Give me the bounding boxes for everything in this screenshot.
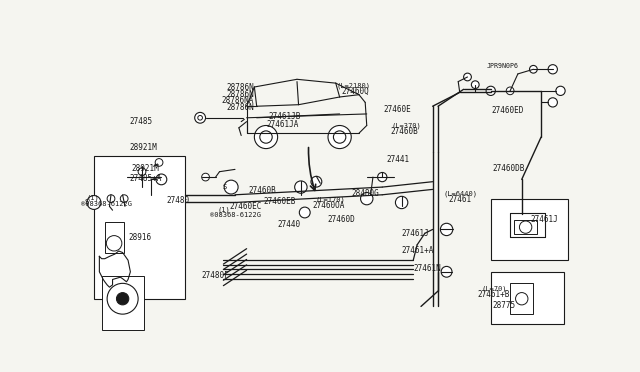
Circle shape	[441, 266, 452, 277]
Circle shape	[472, 81, 479, 89]
Circle shape	[440, 223, 452, 235]
Bar	[491, 272, 564, 324]
Text: 27485+A: 27485+A	[129, 174, 162, 183]
Text: 28921M: 28921M	[129, 143, 157, 152]
Circle shape	[548, 98, 557, 107]
Circle shape	[116, 293, 129, 305]
Circle shape	[138, 168, 146, 176]
Text: (L=370): (L=370)	[392, 122, 421, 129]
Circle shape	[396, 196, 408, 209]
Circle shape	[360, 192, 373, 205]
Text: (1): (1)	[87, 195, 100, 201]
Circle shape	[260, 131, 272, 143]
Text: ®08368-6122G: ®08368-6122G	[210, 212, 261, 218]
Circle shape	[120, 195, 128, 202]
Circle shape	[506, 87, 514, 95]
Text: 27441: 27441	[387, 155, 410, 164]
Circle shape	[516, 293, 528, 305]
Text: (1): (1)	[218, 206, 230, 212]
Text: 27480: 27480	[167, 196, 190, 205]
Bar	[514, 220, 537, 234]
Circle shape	[294, 181, 307, 193]
Circle shape	[556, 86, 565, 96]
Text: 27460ED: 27460ED	[492, 106, 524, 115]
Bar	[102, 276, 145, 330]
Circle shape	[328, 125, 351, 148]
Text: (L=2180): (L=2180)	[337, 82, 371, 89]
Circle shape	[378, 173, 387, 182]
Circle shape	[106, 235, 122, 251]
Circle shape	[198, 115, 202, 120]
Circle shape	[520, 221, 532, 233]
Circle shape	[202, 173, 209, 181]
Bar	[510, 283, 533, 314]
Text: 27461JB: 27461JB	[269, 112, 301, 121]
Circle shape	[224, 180, 238, 194]
Text: 27461N: 27461N	[413, 264, 441, 273]
Circle shape	[486, 86, 495, 96]
Circle shape	[300, 207, 310, 218]
Circle shape	[87, 196, 101, 209]
Text: (L=70): (L=70)	[482, 285, 508, 292]
Text: 28775: 28775	[493, 301, 516, 310]
Circle shape	[107, 283, 138, 314]
Text: 27461J: 27461J	[401, 229, 429, 238]
Text: 27460Q: 27460Q	[342, 87, 370, 96]
Text: 28786N: 28786N	[227, 83, 254, 92]
Circle shape	[548, 65, 557, 74]
Text: 27460EB: 27460EB	[264, 197, 296, 206]
Text: 27460DB: 27460DB	[493, 164, 525, 173]
Text: 28480G: 28480G	[352, 189, 380, 198]
Circle shape	[254, 125, 278, 148]
Circle shape	[155, 158, 163, 166]
Text: 27461: 27461	[448, 195, 471, 204]
Text: 27461+B: 27461+B	[478, 290, 510, 299]
Text: ®08368-6122G: ®08368-6122G	[81, 201, 132, 206]
Text: 28921M: 28921M	[131, 164, 159, 173]
Circle shape	[463, 73, 472, 81]
Text: 28786N: 28786N	[227, 90, 254, 99]
Circle shape	[311, 176, 322, 187]
Text: 27440: 27440	[277, 220, 301, 229]
Text: 27460D: 27460D	[327, 215, 355, 224]
Text: S: S	[222, 184, 227, 190]
Text: 27480F: 27480F	[202, 271, 229, 280]
Text: 27461J: 27461J	[531, 215, 558, 224]
Bar	[105, 222, 124, 253]
Text: 27485: 27485	[129, 118, 153, 126]
Text: (L=170): (L=170)	[316, 197, 346, 203]
Text: 28916: 28916	[129, 232, 152, 242]
Text: 27460EC: 27460EC	[230, 202, 262, 211]
Circle shape	[333, 131, 346, 143]
Circle shape	[107, 195, 115, 202]
Text: 28786NA: 28786NA	[221, 96, 253, 105]
Text: JPR9N0P6: JPR9N0P6	[486, 63, 519, 69]
Text: 27460E: 27460E	[383, 105, 412, 115]
Bar	[491, 199, 568, 260]
Bar	[94, 156, 184, 299]
Text: 27461+A: 27461+A	[401, 246, 434, 255]
Circle shape	[156, 174, 167, 185]
Circle shape	[195, 112, 205, 123]
Text: 27460B: 27460B	[249, 186, 276, 195]
Text: 28786N: 28786N	[227, 103, 254, 112]
Text: S: S	[85, 199, 89, 205]
Circle shape	[529, 65, 537, 73]
Text: 27461JA: 27461JA	[266, 120, 298, 129]
Text: 27460B: 27460B	[390, 126, 418, 136]
Text: 27460OA: 27460OA	[312, 201, 344, 209]
Text: (L=6440): (L=6440)	[443, 191, 477, 198]
